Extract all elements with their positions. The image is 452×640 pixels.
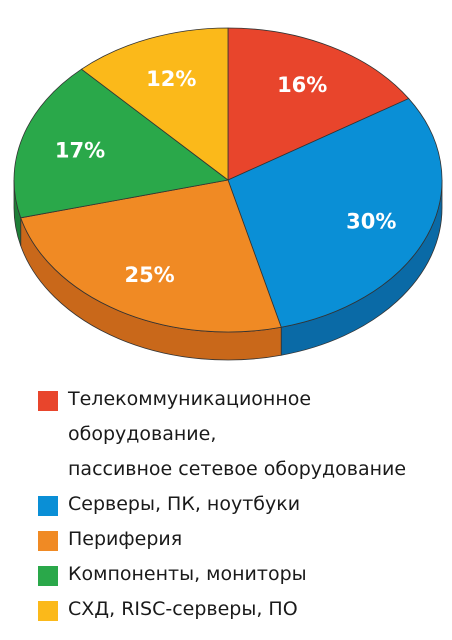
legend-item: Телекоммуникационное оборудование, пасси… (38, 382, 448, 487)
legend-label: Компоненты, мониторы (68, 563, 307, 585)
legend-swatch (38, 531, 58, 551)
legend-item: Периферия (38, 522, 448, 557)
legend: Телекоммуникационное оборудование, пасси… (38, 382, 448, 627)
pie-label-2: 25% (124, 263, 174, 287)
pie-label-1: 30% (346, 209, 396, 233)
pie-labels: 16% 30% 25% 17% 12% (55, 67, 397, 287)
legend-item: Компоненты, мониторы (38, 557, 448, 592)
legend-label: Телекоммуникационное оборудование, пасси… (68, 388, 407, 480)
legend-item: СХД, RISC-серверы, ПО (38, 592, 448, 627)
legend-swatch (38, 601, 58, 621)
legend-label: СХД, RISC-серверы, ПО (68, 598, 298, 620)
legend-item: Серверы, ПК, ноутбуки (38, 487, 448, 522)
pie-chart: 16% 30% 25% 17% 12% (13, 27, 443, 361)
pie-slice-0 (227, 27, 410, 181)
pie-slices (13, 27, 443, 333)
legend-label: Периферия (68, 528, 183, 550)
pie-label-4: 12% (146, 67, 196, 91)
legend-swatch (38, 391, 58, 411)
pie-slice-2 (20, 179, 282, 333)
pie-label-3: 17% (55, 139, 105, 163)
legend-label: Серверы, ПК, ноутбуки (68, 493, 301, 515)
pie-slice-3 (13, 68, 229, 219)
legend-swatch (38, 496, 58, 516)
pie-slice-4 (81, 27, 229, 181)
pie-label-0: 16% (277, 73, 327, 97)
legend-swatch (38, 566, 58, 586)
pie-slice-1 (227, 98, 443, 328)
